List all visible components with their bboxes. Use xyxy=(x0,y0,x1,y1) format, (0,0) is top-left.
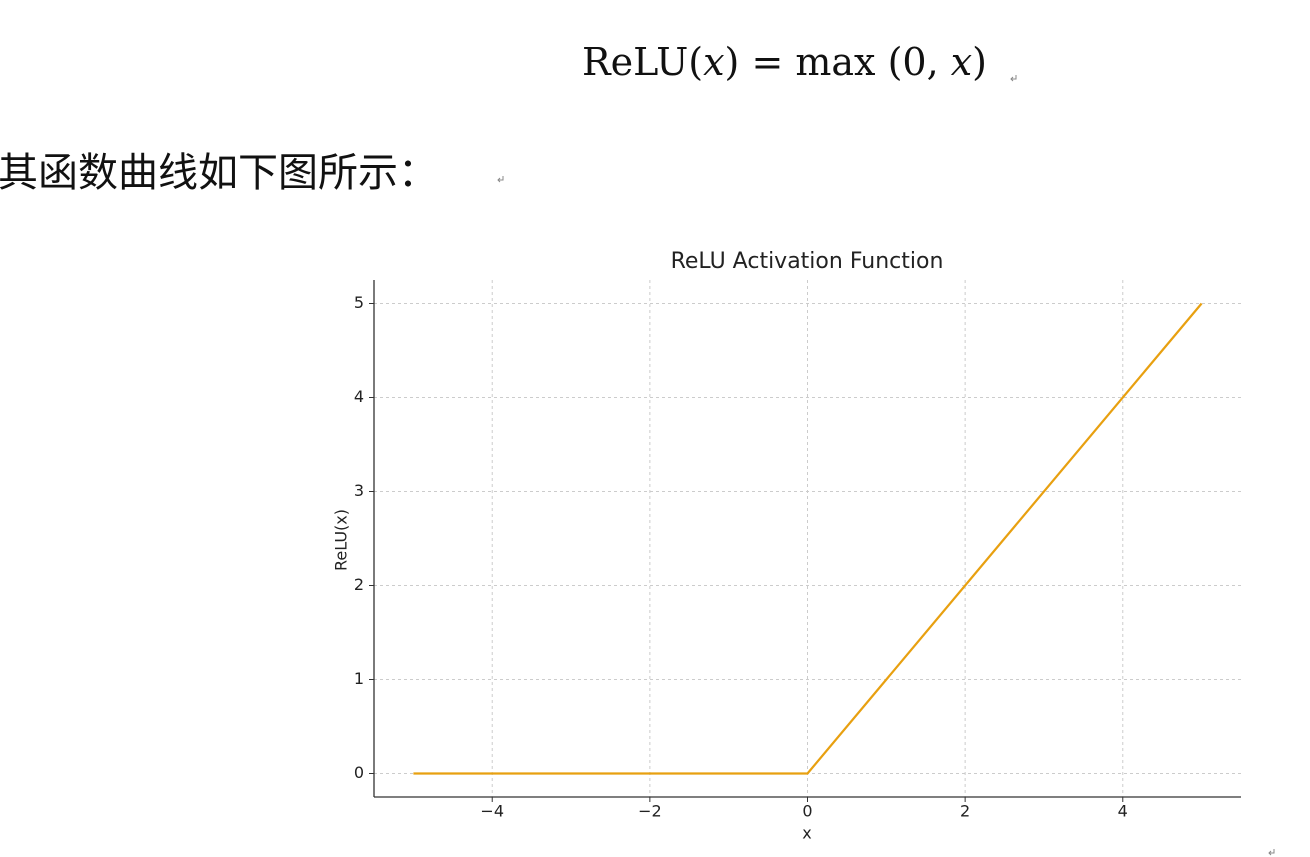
y-tick-label: 4 xyxy=(354,387,364,406)
formula-part: ) xyxy=(972,40,987,84)
x-tick-label: 2 xyxy=(960,802,970,821)
x-tick-label: −2 xyxy=(638,802,662,821)
x-tick-label: 0 xyxy=(802,802,812,821)
y-tick-label: 5 xyxy=(354,293,364,312)
formula-variable: x xyxy=(703,40,725,84)
x-tick-label: −4 xyxy=(480,802,504,821)
formula-part: ) = max (0, xyxy=(724,40,951,84)
x-tick-label: 4 xyxy=(1118,802,1128,821)
paragraph-mark xyxy=(497,176,504,183)
y-tick-label: 3 xyxy=(354,481,364,500)
y-axis-label: ReLU(x) xyxy=(332,509,351,571)
y-tick-label: 1 xyxy=(354,669,364,688)
y-tick-label: 2 xyxy=(354,575,364,594)
caption: 其函数曲线如下图所示： xyxy=(0,150,438,196)
formula-variable: x xyxy=(950,40,973,84)
relu-line xyxy=(413,302,1203,775)
paragraph-mark xyxy=(1268,849,1275,856)
formula-part: ReLU( xyxy=(582,40,704,84)
formula: ReLU(x) = max (0, x) xyxy=(582,40,987,84)
y-tick-label: 0 xyxy=(354,763,364,782)
chart-title: ReLU Activation Function xyxy=(671,249,944,274)
x-axis-label: x xyxy=(802,824,811,843)
paragraph-mark xyxy=(1010,75,1017,82)
